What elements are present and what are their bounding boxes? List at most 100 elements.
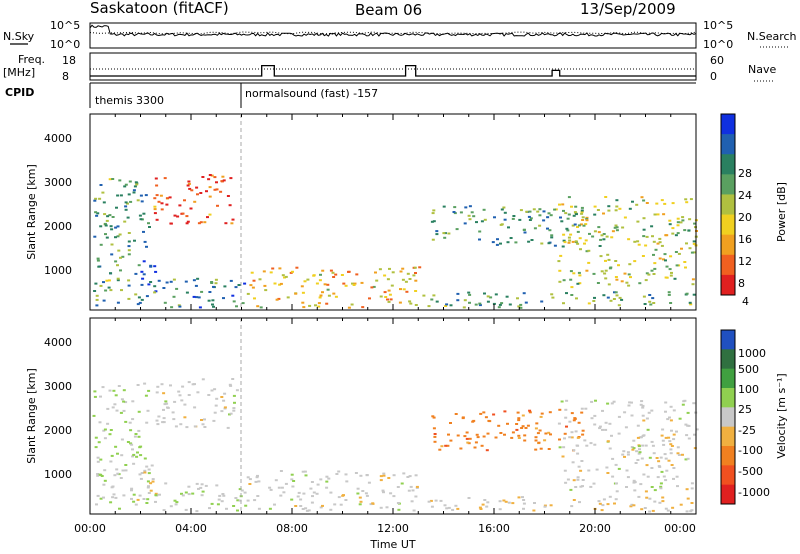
scatter-cell [547, 212, 551, 215]
colorbar-swatch [721, 274, 735, 296]
scatter-cell [516, 411, 520, 414]
scatter-cell [193, 425, 197, 428]
scatter-cell [627, 284, 631, 287]
scatter-cell [116, 235, 120, 238]
power-scatter [93, 174, 698, 309]
scatter-cell [412, 509, 416, 512]
vel-cbar-tick-m500: -500 [738, 465, 763, 478]
scatter-cell [553, 208, 557, 211]
scatter-cell [193, 200, 197, 203]
scatter-cell [695, 428, 699, 431]
scatter-cell [113, 474, 117, 477]
scatter-cell [213, 388, 217, 391]
scatter-cell [301, 301, 305, 304]
scatter-cell [217, 498, 221, 501]
scatter-cell [456, 434, 460, 437]
scatter-cell [632, 479, 636, 482]
scatter-cell [407, 489, 411, 492]
colorbar-swatch [721, 114, 735, 135]
scatter-cell [676, 221, 680, 224]
scatter-cell [109, 460, 113, 463]
scatter-cell [200, 483, 204, 486]
power-frame [89, 113, 697, 311]
freq-tick-top: 18 [62, 54, 76, 67]
scatter-cell [325, 486, 329, 489]
scatter-cell [503, 410, 507, 413]
vel-cbar-tick-25: 25 [738, 403, 752, 416]
scatter-cell [181, 385, 185, 388]
scatter-cell [118, 233, 122, 236]
scatter-cell [223, 407, 227, 410]
scatter-cell [154, 270, 158, 273]
scatter-cell [651, 444, 655, 447]
scatter-cell [538, 214, 542, 217]
scatter-cell [187, 180, 191, 183]
scatter-cell [138, 214, 142, 217]
scatter-cell [639, 436, 643, 439]
scatter-cell [147, 389, 151, 392]
scatter-cell [381, 489, 385, 492]
scatter-cell [422, 294, 426, 297]
scatter-cell [543, 439, 547, 442]
scatter-cell [214, 278, 218, 281]
scatter-cell [108, 433, 112, 436]
scatter-cell [597, 231, 601, 234]
scatter-cell [383, 274, 387, 277]
scatter-cell [646, 475, 650, 478]
scatter-cell [213, 411, 217, 414]
scatter-cell [105, 236, 109, 239]
scatter-cell [175, 501, 179, 504]
scatter-cell [104, 289, 108, 292]
scatter-cell [482, 208, 486, 211]
scatter-cell [115, 468, 119, 471]
scatter-cell [494, 293, 498, 296]
scatter-cell [656, 213, 660, 216]
scatter-cell [120, 438, 124, 441]
scatter-cell [317, 305, 321, 308]
scatter-cell [390, 284, 394, 287]
scatter-cell [187, 485, 191, 488]
scatter-cell [442, 205, 446, 208]
scatter-cell [580, 460, 584, 462]
scatter-cell [128, 180, 132, 183]
scatter-cell [452, 211, 456, 213]
scatter-cell [120, 289, 123, 292]
scatter-cell [669, 405, 673, 408]
scatter-cell [645, 464, 649, 467]
scatter-cell [580, 407, 584, 410]
scatter-cell [304, 507, 308, 510]
scatter-cell [238, 488, 242, 491]
scatter-cell [143, 382, 147, 385]
scatter-cell [521, 425, 525, 428]
scatter-cell [198, 306, 202, 309]
scatter-cell [482, 411, 486, 414]
scatter-cell [103, 479, 107, 482]
scatter-cell [498, 303, 502, 306]
scatter-cell [683, 229, 687, 232]
scatter-cell [521, 496, 524, 499]
scatter-cell [193, 406, 197, 409]
scatter-cell [643, 303, 647, 305]
scatter-cell [561, 203, 565, 206]
scatter-cell [522, 499, 526, 501]
scatter-cell [319, 506, 323, 509]
scatter-cell [379, 479, 383, 482]
scatter-cell [445, 303, 449, 306]
scatter-cell [692, 240, 696, 243]
scatter-cell [467, 291, 471, 294]
scatter-cell [196, 391, 200, 394]
xtick-24: 00:00 [664, 522, 696, 535]
scatter-cell [139, 454, 143, 457]
scatter-cell [165, 203, 169, 206]
scatter-cell [111, 406, 115, 409]
scatter-cell [532, 208, 536, 211]
scatter-cell [479, 508, 483, 510]
scatter-cell [253, 499, 257, 502]
xaxis-label: Time UT [369, 538, 415, 551]
scatter-cell [660, 434, 664, 437]
scatter-cell [106, 422, 110, 425]
scatter-cell [104, 224, 108, 227]
scatter-cell [329, 508, 333, 511]
scatter-cell [155, 194, 159, 197]
scatter-cell [667, 293, 671, 296]
